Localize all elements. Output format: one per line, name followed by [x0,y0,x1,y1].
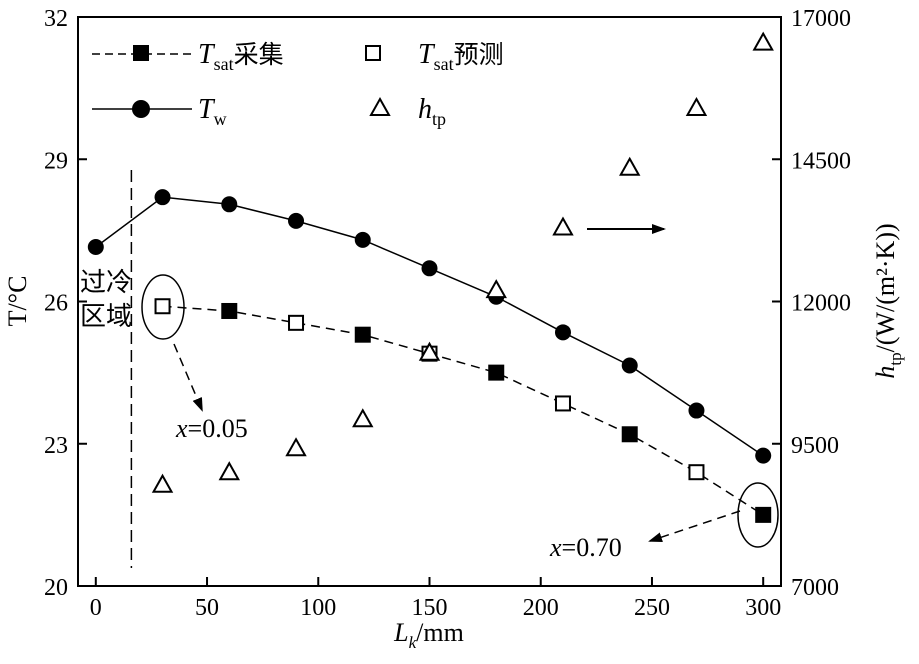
legend-marker-open-triangle [369,96,391,116]
legend: Tsat采集 Tsat预测 Tw htp [92,39,504,129]
htp-point [685,97,708,117]
legend-item-tw: Tw [92,94,227,129]
legend-marker-open-square [365,45,381,61]
y-left-axis-title: T/°C [3,276,32,327]
y-right-tick-label: 12000 [791,291,851,317]
htp-point [418,341,441,361]
legend-item-tsat-measured: Tsat采集 [92,39,284,74]
htp-point [352,408,374,428]
tw-point [755,447,772,464]
tw-point [221,196,238,213]
svg-text:Tsat采集: Tsat采集 [198,39,284,74]
x-tick-label: 150 [412,595,448,621]
subcooled-label-line1: 过冷 [80,268,132,298]
tw-point [154,189,171,206]
tsat-predicted-point [288,314,305,331]
htp-point [151,473,174,493]
htp-point [619,156,641,176]
tsat-measured-point [488,364,505,381]
y-right-axis-title: htp/(W/(m²·K)) [871,223,905,378]
y-right-tick-label: 14500 [791,148,851,174]
x-tick-label: 250 [634,595,670,621]
y-left-tick-label: 26 [44,291,68,317]
arrow-x005 [173,343,203,412]
tsat-predicted-point [554,395,571,412]
x-tick-label: 50 [195,595,219,621]
legend-marker-filled-square [133,45,149,61]
label-x005: x=0.05 [175,414,248,443]
svg-text:Tw: Tw [198,94,227,129]
label-x070: x=0.70 [549,533,622,562]
htp-point [752,31,774,51]
annotations: 过冷 区域 x=0.05 x=0.70 [80,224,779,562]
tw-point [354,231,371,248]
legend-item-htp: htp [369,94,446,129]
tw-point [554,324,571,341]
htp-point [218,461,240,481]
axis-ticks: 0 50 100 150 200 250 300 20 23 26 29 32 7000 9500 1200… [44,6,851,621]
x-tick-label: 300 [745,595,781,621]
legend-marker-filled-circle [132,100,150,118]
data-marks [87,31,774,523]
x-axis-title: Lk/mm [393,618,464,652]
htp-point [485,279,507,299]
x-tick-label: 0 [90,595,102,621]
tw-point [288,212,305,229]
y-left-tick-label: 23 [44,433,68,459]
svg-text:Tsat预测: Tsat预测 [418,39,504,74]
arrow-x070 [648,510,741,542]
htp-point [285,437,307,457]
y-right-tick-label: 17000 [791,6,851,32]
tw-point [621,357,638,374]
tw-point [688,402,705,419]
highlight-ellipse-end [737,482,779,548]
subcooled-label-line2: 区域 [80,302,132,332]
tsat-measured-point [621,426,638,443]
tsat-predicted-point [154,298,171,315]
highlight-ellipse-start [141,274,185,340]
svg-text:htp: htp [418,94,446,129]
y-left-tick-label: 29 [44,148,68,174]
y-left-tick-label: 20 [44,575,68,601]
tw-point [421,260,438,277]
y-right-tick-label: 7000 [791,575,839,601]
htp-point [552,216,574,236]
legend-item-tsat-predicted: Tsat预测 [365,39,504,74]
tsat-measured-point [755,506,772,523]
tsat-predicted-point [688,464,705,481]
tsat-measured-point [221,302,238,319]
y-right-tick-label: 9500 [791,433,839,459]
x-tick-label: 200 [523,595,559,621]
x-tick-label: 100 [300,595,336,621]
tw-point [87,238,104,255]
tsat-measured-point [354,326,371,343]
y-left-tick-label: 32 [44,6,68,32]
tsat-dashed-line [162,305,764,516]
